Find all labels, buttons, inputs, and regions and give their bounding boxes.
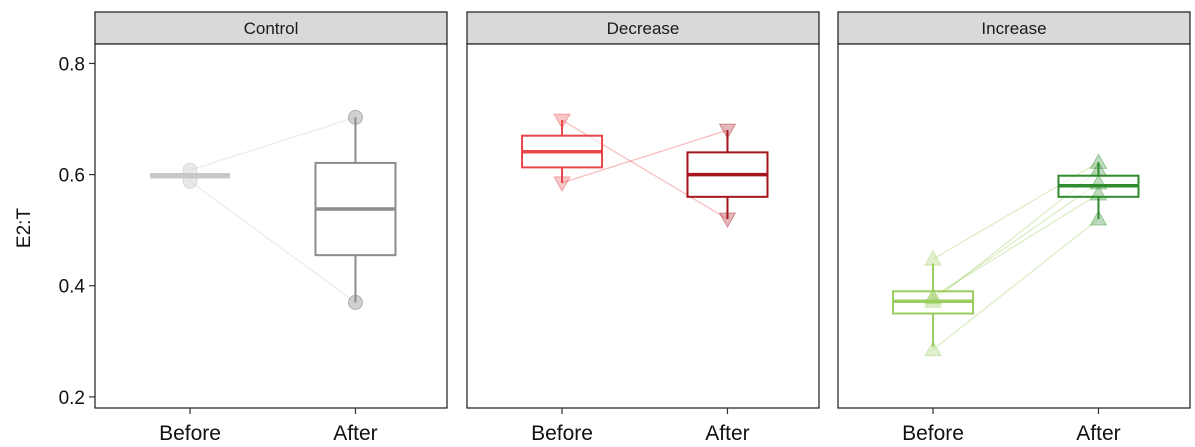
box-after xyxy=(1057,162,1140,220)
data-point-before xyxy=(182,162,198,178)
facet-panel xyxy=(837,43,1191,409)
facet-decrease: Decrease Before After xyxy=(466,11,820,445)
facet-strip xyxy=(94,11,448,45)
pair-line xyxy=(561,129,728,184)
data-point-before xyxy=(924,287,942,304)
facet-increase: Increase Before After xyxy=(837,11,1191,445)
facet-strip xyxy=(837,11,1191,45)
data-point-before xyxy=(182,173,198,189)
y-axis: 0.2 0.4 0.6 0.8 xyxy=(59,54,95,409)
data-point-after xyxy=(347,294,363,310)
box-before xyxy=(521,120,604,183)
pair-line xyxy=(932,182,1099,299)
x-tick-label: Before xyxy=(159,422,221,445)
facet-strip-label: Decrease xyxy=(607,19,680,38)
y-tick-label: 0.4 xyxy=(59,277,86,298)
data-point-after xyxy=(1089,185,1108,201)
x-tick-label: After xyxy=(705,422,749,445)
box-after xyxy=(686,130,769,220)
box-before xyxy=(892,263,975,347)
data-point-after xyxy=(1089,153,1108,169)
facet-strip-label: Increase xyxy=(981,19,1046,38)
data-point-after xyxy=(1089,161,1108,177)
pair-line xyxy=(189,116,356,171)
y-tick-label: 0.6 xyxy=(59,166,85,187)
data-point-before xyxy=(924,340,942,357)
data-point-before xyxy=(924,250,942,266)
data-point-after xyxy=(718,212,737,229)
data-point-after xyxy=(1089,173,1108,190)
data-point-before xyxy=(553,113,571,130)
data-point-before xyxy=(924,292,942,308)
y-tick-label: 0.8 xyxy=(59,54,85,75)
x-tick-label: Before xyxy=(531,422,593,445)
box-after xyxy=(314,117,397,303)
pair-line xyxy=(932,193,1099,298)
data-point-after xyxy=(1089,210,1108,226)
pair-line xyxy=(189,180,356,303)
x-tick-label: After xyxy=(333,422,377,445)
facet-panel xyxy=(466,43,820,409)
pair-line xyxy=(932,218,1099,351)
facet-control: Control Before After xyxy=(94,11,448,445)
x-tick-label: Before xyxy=(902,422,964,445)
facet-strip-label: Control xyxy=(244,19,299,38)
data-point-before xyxy=(924,288,942,305)
y-tick-label: 0.2 xyxy=(59,388,85,409)
facet-strip xyxy=(466,11,820,45)
y-axis-title: E2:T xyxy=(14,208,35,249)
x-tick-label: After xyxy=(1076,422,1120,445)
data-point-after xyxy=(347,109,363,125)
data-point-after xyxy=(718,123,737,140)
data-point-before xyxy=(553,176,571,192)
